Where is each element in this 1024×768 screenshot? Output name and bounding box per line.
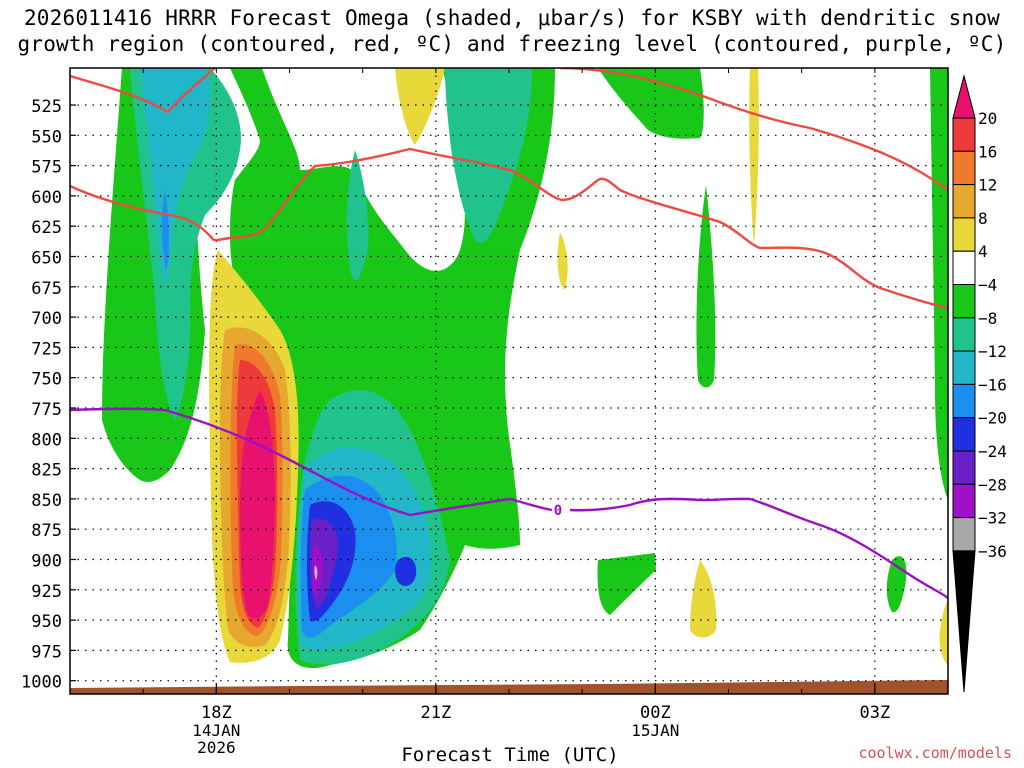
y-tick-label: 925 [31, 582, 62, 602]
chart-title-line-1: 2026011416 HRRR Forecast Omega (shaded, … [23, 6, 1001, 30]
omega-region-cyan-upper-left [140, 68, 211, 282]
omega-region-yellow-corner [939, 600, 948, 665]
colorbar-segment [952, 483, 976, 519]
x-tick-sublabel: 2026 [197, 738, 236, 757]
x-axis: 18Z14JAN202621Z00Z15JAN03Z06Z09Z [142, 68, 890, 757]
freezing-level-contour [70, 407, 948, 599]
colorbar-label: −28 [978, 475, 1007, 494]
colorbar-segment [952, 217, 976, 252]
omega-region-yellow-right [690, 560, 717, 638]
omega-region-teal-mid [346, 150, 369, 281]
colorbar-label: −20 [978, 409, 1007, 428]
omega-region-green-spike [696, 185, 716, 388]
contour-lines: 0 [70, 68, 948, 599]
colorbar-segment [952, 150, 976, 186]
x-tick-label: 21Z [420, 703, 451, 723]
colorbar-label: −16 [978, 375, 1007, 394]
colorbar-label: −8 [978, 309, 997, 328]
x-tick-sublabel: 15JAN [631, 721, 679, 740]
y-tick-label: 575 [31, 158, 62, 178]
omega-region-green-right-edge [930, 68, 948, 500]
colorbar-label: −36 [978, 542, 1007, 561]
omega-region-purple-core [312, 545, 323, 596]
omega-region-green-small-1 [597, 553, 656, 615]
colorbar-label: 4 [978, 242, 988, 261]
colorbar-label: −24 [978, 442, 1007, 461]
y-tick-label: 675 [31, 279, 62, 299]
omega-region-yellow-sliver [749, 68, 759, 245]
y-tick-label: 625 [31, 218, 62, 238]
omega-region-yellow-top [395, 68, 445, 145]
chart-title-line-2: growth region (contoured, red, ºC) and f… [17, 32, 1007, 56]
omega-region-blue-blob [395, 556, 417, 586]
colorbar-segment [952, 350, 976, 385]
x-axis-title: Forecast Time (UTC) [401, 744, 619, 766]
y-tick-label: 650 [31, 249, 62, 269]
colorbar-segment [952, 117, 976, 152]
omega-region-green-upper-right [598, 68, 704, 139]
freezing-level-label: 0 [554, 503, 562, 519]
y-tick-label: 750 [31, 370, 62, 390]
y-tick-label: 775 [31, 400, 62, 420]
x-tick-sublabel: 14JAN [192, 721, 240, 740]
y-tick-label: 850 [31, 491, 62, 511]
y-tick-label: 825 [31, 461, 62, 481]
dendritic-contour-upper [70, 68, 948, 191]
x-tick-label: 18Z [201, 703, 232, 723]
omega-region-green-small-2 [886, 556, 907, 613]
colorbar-segment [952, 417, 976, 452]
colorbar-segment [952, 383, 976, 419]
omega-region-yellow-small [557, 232, 568, 290]
colorbar-label: 12 [978, 176, 997, 195]
y-axis: 525 550 575 600 625 650 675 700 725 750 775 800 825 8… [21, 97, 76, 693]
colorbar-label: −32 [978, 509, 1007, 528]
y-tick-label: 1000 [21, 673, 62, 693]
colorbar-label: 8 [978, 209, 988, 228]
y-tick-label: 975 [31, 642, 62, 662]
y-tick-label: 600 [31, 188, 62, 208]
credit-link[interactable]: coolwx.com/models [858, 744, 1012, 762]
y-tick-label: 950 [31, 612, 62, 632]
colorbar-segment [952, 517, 976, 552]
omega-shaded-field [70, 68, 948, 694]
colorbar-segment [952, 317, 976, 352]
y-tick-label: 900 [31, 552, 62, 572]
y-tick-label: 525 [31, 97, 62, 117]
colorbar-segment [952, 250, 976, 285]
y-tick-label: 550 [31, 127, 62, 147]
colorbar-label: 16 [978, 142, 997, 161]
y-tick-label: 800 [31, 430, 62, 450]
colorbar-bottom-arrow [952, 550, 976, 693]
colorbar-segment [952, 284, 976, 319]
colorbar-label: −4 [978, 276, 997, 295]
omega-region-teal-upper-center [445, 68, 532, 243]
colorbar-top-arrow [952, 74, 976, 119]
x-tick-label: 00Z [640, 703, 671, 723]
colorbar-segment [952, 450, 976, 485]
colorbar-segment [952, 184, 976, 219]
dendritic-contour-lower [70, 147, 948, 310]
y-tick-label: 875 [31, 521, 62, 541]
colorbar-label: −12 [978, 342, 1007, 361]
omega-region-blue-streak [162, 190, 169, 270]
x-tick-label: 03Z [859, 703, 890, 723]
colorbar-label: 20 [978, 109, 997, 128]
y-tick-label: 725 [31, 339, 62, 359]
colorbar: 20 16 12 8 4 −4 −8 −12 −16 −20 −24 −28 −32 −36 [952, 74, 1007, 693]
omega-region-gray-core [314, 565, 318, 580]
y-tick-label: 700 [31, 309, 62, 329]
